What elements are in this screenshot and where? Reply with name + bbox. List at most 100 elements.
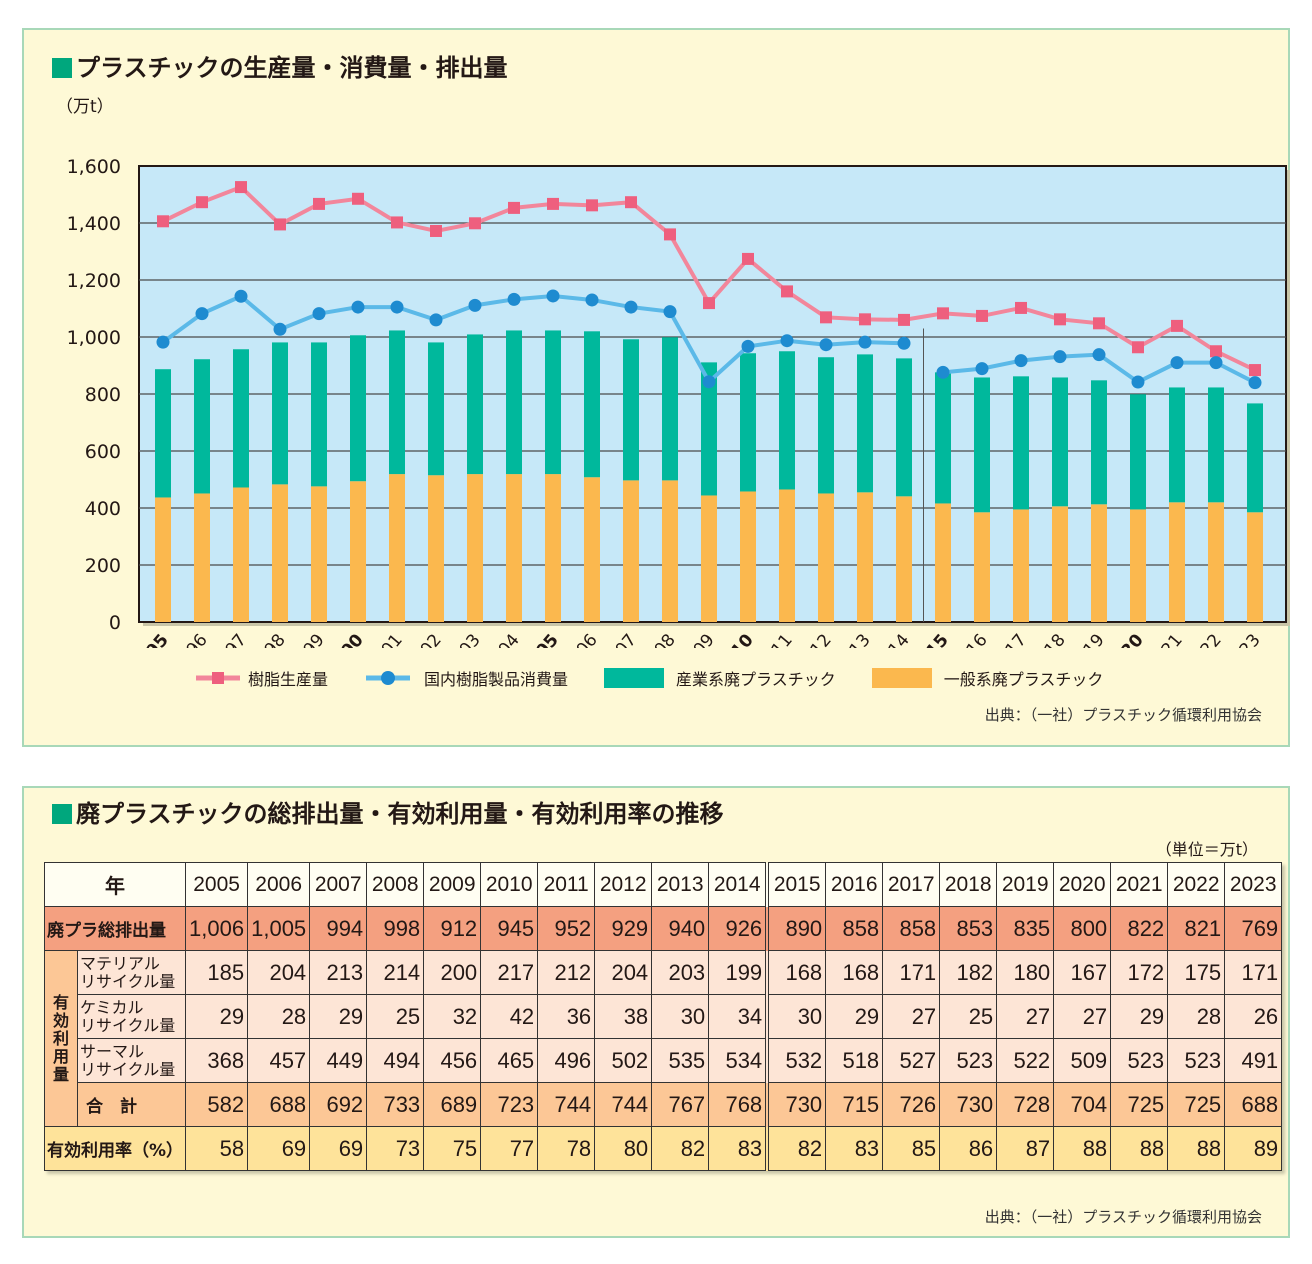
y-tick-label: 1,200	[67, 270, 121, 292]
production-point	[781, 285, 793, 298]
value-cell: 168	[825, 950, 884, 995]
bar-general-waste	[311, 486, 327, 622]
value-cell: 82	[765, 1126, 827, 1171]
consumption-point	[585, 293, 599, 307]
value-cell: 456	[423, 1038, 482, 1083]
year-cell: 2011	[537, 862, 596, 907]
year-cell: 2016	[825, 862, 884, 907]
bar-general-waste	[233, 487, 249, 622]
consumption-point	[780, 334, 794, 348]
bar-general-waste	[1169, 502, 1185, 622]
value-cell: 688	[247, 1082, 311, 1127]
production-point	[820, 311, 832, 324]
row-label: サーマル リサイクル量	[76, 1038, 187, 1083]
consumption-point	[975, 362, 989, 376]
legend-label: 国内樹脂製品消費量	[424, 670, 569, 689]
value-cell: 534	[708, 1038, 768, 1083]
value-cell: 26	[1224, 994, 1283, 1039]
legend: 樹脂生産量 国内樹脂製品消費量 産業系廃プラスチック 一般系廃プラスチック	[194, 666, 1139, 690]
consumption-point	[546, 289, 560, 303]
value-cell: 204	[247, 950, 311, 995]
bar-industrial-waste	[233, 349, 249, 488]
value-cell: 73	[366, 1126, 425, 1171]
consumption-point	[390, 300, 404, 314]
value-cell: 692	[309, 1082, 368, 1127]
bar-industrial-waste	[584, 331, 600, 478]
production-point	[937, 307, 949, 320]
x-tick-label: 07	[612, 630, 641, 648]
production-point	[898, 313, 910, 326]
consumption-point	[312, 307, 326, 321]
bar-industrial-waste	[350, 335, 366, 482]
bar-industrial-waste	[467, 334, 483, 475]
table-title-text: 廃プラスチックの総排出量・有効利用量・有効利用率の推移	[76, 800, 724, 828]
year-cell: 2012	[594, 862, 653, 907]
value-cell: 858	[882, 906, 941, 951]
bar-general-waste	[1208, 502, 1224, 622]
value-cell: 214	[366, 950, 425, 995]
value-cell: 200	[423, 950, 482, 995]
bar-general-waste	[779, 489, 795, 622]
consumption-point	[1131, 375, 1145, 389]
value-cell: 449	[309, 1038, 368, 1083]
x-tick-label: 18	[1041, 630, 1070, 648]
value-cell: 34	[708, 994, 768, 1039]
consumption-point	[663, 305, 677, 319]
row-label-line2: リサイクル量	[80, 971, 176, 991]
production-point	[352, 192, 364, 205]
bar-general-waste	[974, 512, 990, 622]
value-cell: 582	[185, 1082, 249, 1127]
row-label-line2: リサイクル量	[80, 1015, 176, 1035]
value-cell: 769	[1224, 906, 1283, 951]
consumption-point	[1014, 354, 1028, 368]
year-cell: 2007	[309, 862, 368, 907]
legend-label: 樹脂生産量	[248, 670, 329, 689]
x-tick-label: 2000	[322, 630, 368, 648]
value-cell: 75	[423, 1126, 482, 1171]
value-cell: 180	[996, 950, 1055, 995]
table-row-thermal: サーマル リサイクル量 368 457 449 494 456 465 496 502 535 534…	[45, 1038, 1283, 1083]
value-cell: 83	[825, 1126, 884, 1171]
value-cell: 523	[939, 1038, 998, 1083]
chart-panel: プラスチックの生産量・消費量・排出量 （万t） 0 200 400 600 800 1,0…	[22, 28, 1290, 747]
bar-industrial-waste	[935, 372, 951, 504]
row-label: 廃プラ総排出量	[43, 906, 187, 951]
bar-general-waste	[155, 497, 171, 622]
header-row: 年 2005 2006 2007 2008 2009 2010 2011 2012 2013 201…	[43, 862, 1283, 907]
bar-industrial-waste	[857, 354, 873, 493]
production-point	[196, 196, 208, 209]
value-cell: 821	[1167, 906, 1226, 951]
consumption-point	[273, 322, 287, 336]
table-row-material: 有効利用量マテリアル リサイクル量 185 204 213 214 200 217 212 204…	[44, 950, 1283, 1127]
bar-industrial-waste	[311, 342, 327, 487]
x-tick-label: 17	[1002, 630, 1031, 648]
value-cell: 730	[939, 1082, 998, 1127]
value-cell: 725	[1167, 1082, 1226, 1127]
value-cell: 523	[1167, 1038, 1226, 1083]
bar-general-waste	[584, 477, 600, 622]
group-label-char: 効	[52, 1010, 69, 1030]
bar-industrial-waste	[701, 362, 717, 496]
production-point	[664, 228, 676, 241]
production-point	[1054, 313, 1066, 326]
group-label-char: 量	[52, 1064, 69, 1084]
value-cell: 494	[366, 1038, 425, 1083]
consumption-point	[897, 336, 911, 350]
value-cell: 890	[765, 906, 827, 951]
x-tick-label: 2015	[907, 630, 953, 648]
legend-label: 一般系廃プラスチック	[943, 670, 1104, 689]
year-cell: 2018	[939, 862, 998, 907]
value-cell: 77	[480, 1126, 539, 1171]
value-cell: 27	[996, 994, 1055, 1039]
bar-industrial-waste	[818, 357, 834, 494]
value-cell: 368	[185, 1038, 249, 1083]
consumption-point	[819, 338, 833, 352]
consumption-point	[936, 365, 950, 379]
value-cell: 800	[1053, 906, 1112, 951]
bar-industrial-waste	[1052, 377, 1068, 507]
x-tick-label: 09	[690, 630, 719, 648]
y-tick-label: 200	[85, 555, 121, 577]
value-cell: 28	[247, 994, 311, 1039]
orange-swatch-icon	[871, 668, 932, 688]
bar-general-waste	[1013, 509, 1029, 622]
